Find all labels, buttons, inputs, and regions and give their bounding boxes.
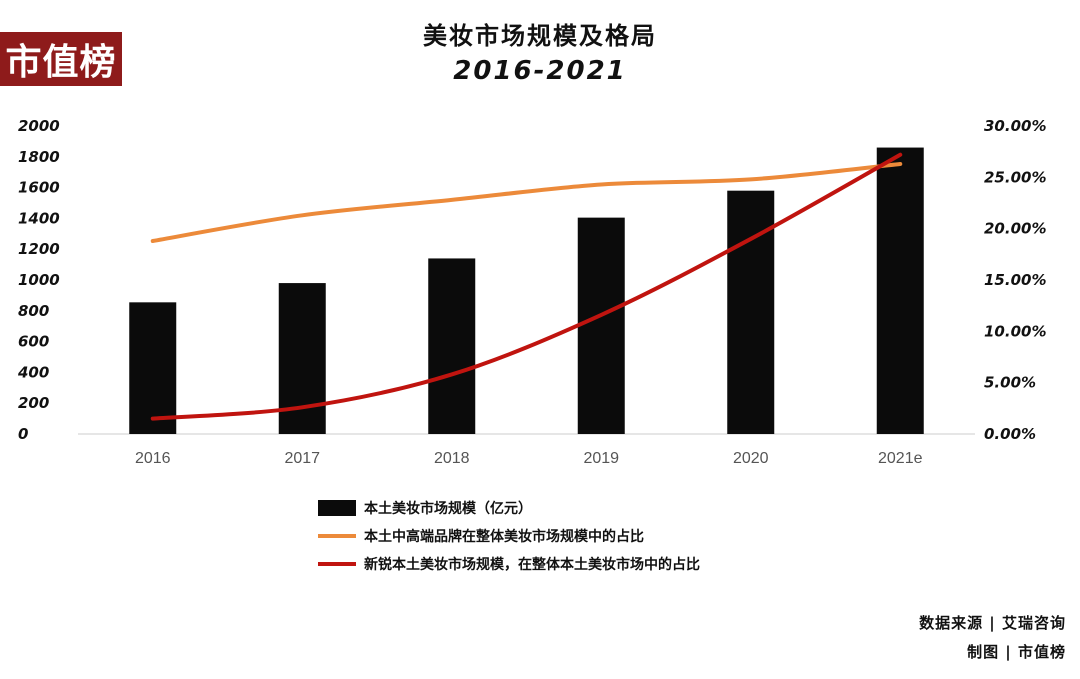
right-tick-label: 30.00% xyxy=(984,117,1046,135)
data-source: 数据来源 | 艾瑞咨询 xyxy=(919,614,1066,632)
x-axis-labels: 2016 2017 2018 2019 2020 2021e xyxy=(135,450,923,467)
right-tick-label: 0.00% xyxy=(984,425,1036,443)
right-tick-label: 10.00% xyxy=(984,322,1046,340)
orange-line xyxy=(150,161,903,243)
left-tick-label: 1200 xyxy=(18,240,60,258)
legend: 本土美妆市场规模（亿元） 本土中高端品牌在整体美妆市场规模中的占比 新锐本土美妆… xyxy=(318,494,700,578)
left-tick-label: 800 xyxy=(18,302,49,320)
right-tick-label: 5.00% xyxy=(984,374,1036,392)
red-line xyxy=(150,152,903,421)
left-tick-label: 1000 xyxy=(18,271,60,289)
line-series xyxy=(150,152,903,421)
left-tick-label: 1400 xyxy=(18,209,60,227)
legend-swatch-bar xyxy=(318,500,356,516)
chart-credit: 制图 | 市值榜 xyxy=(967,643,1066,661)
bar xyxy=(577,217,625,434)
x-tick-label: 2020 xyxy=(733,450,769,467)
legend-item-orange: 本土中高端品牌在整体美妆市场规模中的占比 xyxy=(318,522,700,550)
bar xyxy=(876,147,924,434)
legend-label-orange: 本土中高端品牌在整体美妆市场规模中的占比 xyxy=(364,529,644,545)
right-tick-label: 15.00% xyxy=(984,271,1046,289)
legend-item-bar: 本土美妆市场规模（亿元） xyxy=(318,494,700,522)
right-tick-label: 20.00% xyxy=(984,220,1046,238)
bar xyxy=(428,258,476,434)
left-tick-label: 400 xyxy=(17,363,49,381)
legend-item-red: 新锐本土美妆市场规模，在整体本土美妆市场中的占比 xyxy=(318,550,700,578)
left-tick-label: 1600 xyxy=(18,179,60,197)
left-tick-label: 0 xyxy=(18,425,28,443)
left-tick-label: 1800 xyxy=(18,148,60,166)
x-tick-label: 2016 xyxy=(135,450,171,467)
x-tick-label: 2019 xyxy=(583,450,619,467)
legend-label-red: 新锐本土美妆市场规模，在整体本土美妆市场中的占比 xyxy=(364,557,700,573)
legend-swatch-orange xyxy=(318,534,356,538)
bar xyxy=(129,302,177,434)
x-tick-label: 2017 xyxy=(284,450,320,467)
left-tick-label: 600 xyxy=(18,333,49,351)
right-axis: 0.00% 5.00% 10.00% 15.00% 20.00% 25.00% 30.00% xyxy=(984,117,1046,443)
bar xyxy=(727,190,775,434)
x-tick-label: 2018 xyxy=(434,450,470,467)
legend-swatch-red xyxy=(318,562,356,566)
right-tick-label: 25.00% xyxy=(984,168,1046,186)
left-tick-label: 2000 xyxy=(18,117,60,135)
x-tick-label: 2021e xyxy=(878,450,923,467)
bar-series xyxy=(129,147,924,434)
logo: 市值榜 xyxy=(0,32,122,86)
chart-subtitle: 2016-2021 xyxy=(453,56,627,86)
left-axis: 0 200 400 600 800 1000 1200 1400 1600 1800 2000 xyxy=(17,117,60,443)
legend-label-bar: 本土美妆市场规模（亿元） xyxy=(364,501,532,517)
left-tick-label: 200 xyxy=(18,394,49,412)
chart-title: 美妆市场规模及格局 xyxy=(423,22,657,50)
